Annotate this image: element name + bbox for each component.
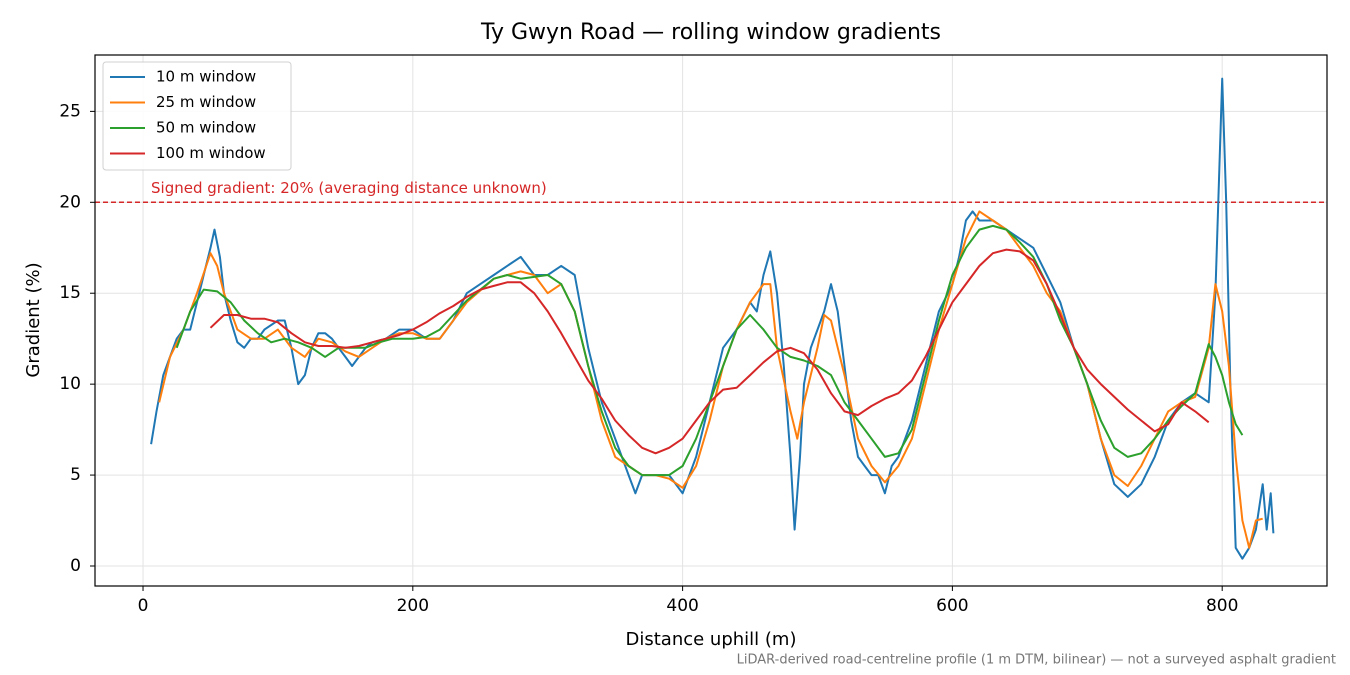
x-axis-label: Distance uphill (m)	[626, 629, 797, 650]
legend-label: 100 m window	[156, 144, 266, 162]
legend-box	[102, 61, 292, 171]
reference-label: Signed gradient: 20% (averaging distance…	[151, 179, 547, 197]
footnote: LiDAR-derived road-centreline profile (1…	[737, 653, 1336, 668]
x-tick-label: 0	[138, 596, 149, 616]
legend-label: 25 m window	[156, 93, 256, 111]
series-line	[175, 224, 1244, 477]
plot-frame	[94, 54, 1328, 587]
y-tick-label: 5	[70, 465, 81, 485]
chart-title: Ty Gwyn Road — rolling window gradients	[480, 20, 941, 45]
y-tick-label: 25	[59, 101, 81, 121]
y-tick-label: 10	[59, 374, 81, 394]
legend-label: 50 m window	[156, 119, 256, 137]
y-tick-label: 0	[70, 556, 81, 576]
x-tick-label: 600	[936, 596, 968, 616]
legend-label: 10 m window	[156, 68, 256, 86]
series-line	[150, 77, 1275, 560]
x-tick-label: 200	[397, 596, 429, 616]
x-tick-label: 800	[1206, 596, 1238, 616]
y-axis-label: Gradient (%)	[23, 262, 44, 377]
series-line	[209, 248, 1210, 455]
y-tick-label: 15	[59, 283, 81, 303]
x-tick-label: 400	[666, 596, 698, 616]
y-tick-label: 20	[59, 192, 81, 212]
